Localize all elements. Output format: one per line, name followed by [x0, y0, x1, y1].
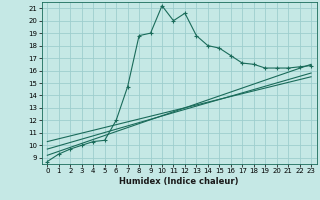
X-axis label: Humidex (Indice chaleur): Humidex (Indice chaleur) [119, 177, 239, 186]
